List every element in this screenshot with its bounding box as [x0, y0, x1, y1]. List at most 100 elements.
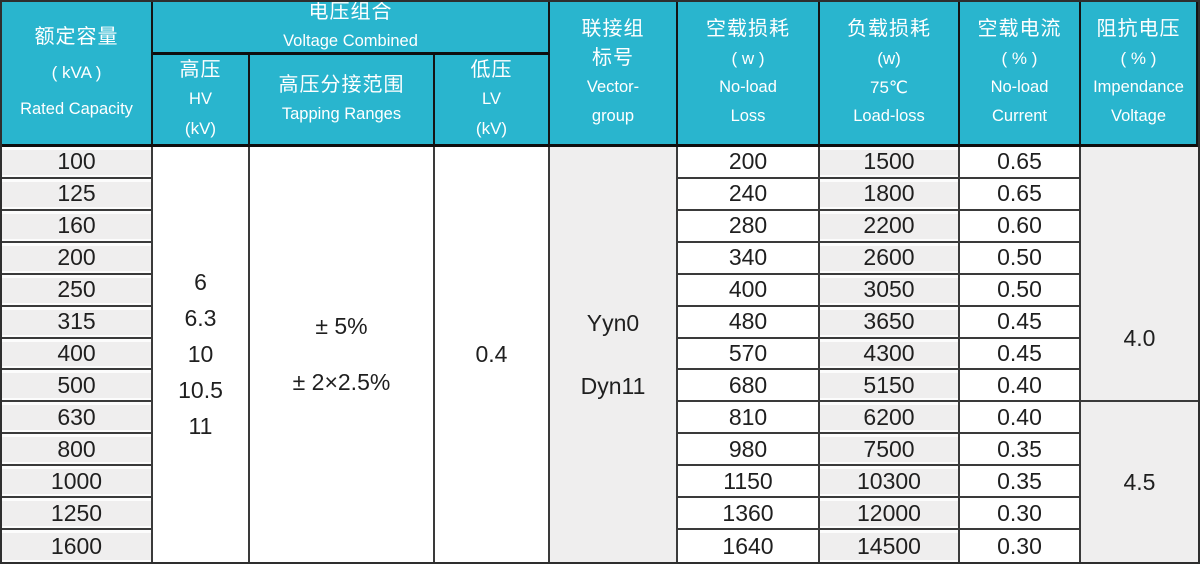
rated-capacity-zh: 额定容量: [34, 26, 119, 48]
load-loss-cell: 3050: [820, 274, 960, 307]
hv-zh: 高压: [179, 59, 222, 81]
no-load-loss-en2: Loss: [730, 107, 766, 125]
load-loss-cell: 10300: [820, 466, 960, 499]
no-load-loss-cell: 280: [678, 210, 820, 243]
vector-group-zh2: 标号: [592, 47, 634, 69]
rated-capacity-unit: ( kVA ): [51, 63, 102, 82]
impedance-cell-low: 4.5: [1081, 402, 1198, 562]
capacity-cell: 100: [2, 147, 153, 179]
vector-group-en2: group: [591, 107, 635, 125]
impedance-cell-high: 4.0: [1081, 147, 1198, 403]
load-loss-cell: 4300: [820, 338, 960, 371]
no-load-current-cell: 0.60: [960, 210, 1081, 243]
no-load-current-cell: 0.30: [960, 498, 1081, 531]
no-load-current-cell: 0.35: [960, 466, 1081, 499]
load-loss-cell: 3650: [820, 306, 960, 339]
capacity-cell: 1250: [2, 498, 153, 531]
hv-value: 6: [194, 269, 207, 296]
vector-group-zh1: 联接组: [581, 18, 645, 40]
no-load-current-cell: 0.35: [960, 434, 1081, 467]
no-load-loss-cell: 1360: [678, 498, 820, 531]
load-loss-cell: 6200: [820, 402, 960, 435]
no-load-loss-cell: 340: [678, 242, 820, 275]
no-load-loss-cell: 570: [678, 338, 820, 371]
hv-values-cell: 6 6.3 10 10.5 11: [153, 147, 250, 562]
tapping-value: ± 5%: [315, 313, 368, 340]
no-load-current-cell: 0.45: [960, 338, 1081, 371]
vector-group-cell: Yyn0 Dyn11: [550, 147, 678, 562]
load-loss-en: Load-loss: [853, 107, 925, 125]
impedance-value: 4.0: [1123, 325, 1156, 352]
load-loss-header: 负载损耗 (w) 75℃ Load-loss: [820, 2, 960, 147]
load-loss-cell: 1500: [820, 147, 960, 179]
no-load-current-zh: 空载电流: [977, 18, 1062, 40]
rated-capacity-header: 额定容量 ( kVA ) Rated Capacity: [2, 2, 153, 147]
impedance-value: 4.5: [1123, 468, 1156, 495]
tapping-ranges-header: 高压分接范围 Tapping Ranges: [250, 55, 435, 147]
no-load-current-cell: 0.30: [960, 530, 1081, 562]
load-loss-cell: 1800: [820, 178, 960, 211]
load-loss-cell: 2200: [820, 210, 960, 243]
capacity-cell: 1600: [2, 530, 153, 562]
no-load-loss-cell: 1150: [678, 466, 820, 499]
lv-value: 0.4: [475, 340, 508, 367]
voltage-combined-zh: 电压组合: [308, 2, 393, 23]
capacity-cell: 250: [2, 274, 153, 307]
load-loss-unit: (w): [877, 49, 901, 68]
load-loss-cell: 2600: [820, 242, 960, 275]
no-load-loss-zh: 空载损耗: [706, 18, 790, 40]
no-load-loss-cell: 200: [678, 147, 820, 179]
hv-en: HV: [189, 90, 212, 108]
no-load-loss-cell: 240: [678, 178, 820, 211]
load-loss-temp: 75℃: [869, 78, 908, 97]
load-loss-cell: 12000: [820, 498, 960, 531]
capacity-cell: 500: [2, 370, 153, 403]
tapping-values-cell: ± 5% ± 2×2.5%: [250, 147, 435, 562]
vector-group-en1: Vector-: [586, 78, 640, 96]
lv-header: 低压 LV (kV): [435, 55, 550, 147]
impedance-unit: ( % ): [1120, 49, 1157, 68]
hv-value: 6.3: [184, 305, 217, 332]
impedance-voltage-header: 阻抗电压 ( % ) Impendance Voltage: [1081, 2, 1198, 147]
impedance-en1: Impendance: [1093, 78, 1184, 96]
no-load-current-cell: 0.45: [960, 306, 1081, 339]
impedance-zh: 阻抗电压: [1096, 18, 1181, 40]
no-load-current-header: 空载电流 ( % ) No-load Current: [960, 2, 1081, 147]
capacity-cell: 125: [2, 178, 153, 211]
no-load-current-cell: 0.50: [960, 274, 1081, 307]
lv-value-cell: 0.4: [435, 147, 550, 562]
no-load-loss-en1: No-load: [719, 78, 777, 96]
hv-value: 11: [188, 413, 213, 440]
vector-group-value: Yyn0: [586, 309, 640, 336]
capacity-cell: 1000: [2, 466, 153, 499]
tapping-en: Tapping Ranges: [281, 104, 402, 123]
no-load-loss-cell: 980: [678, 434, 820, 467]
no-load-loss-cell: 810: [678, 402, 820, 435]
capacity-cell: 630: [2, 402, 153, 435]
capacity-cell: 400: [2, 338, 153, 371]
vector-group-value: Dyn11: [580, 372, 646, 399]
load-loss-cell: 14500: [820, 530, 960, 562]
load-loss-zh: 负载损耗: [847, 18, 931, 40]
no-load-current-en2: Current: [991, 107, 1048, 125]
no-load-current-cell: 0.40: [960, 370, 1081, 403]
capacity-cell: 160: [2, 210, 153, 243]
hv-value: 10.5: [178, 377, 223, 404]
no-load-loss-cell: 1640: [678, 530, 820, 562]
no-load-current-cell: 0.65: [960, 178, 1081, 211]
impedance-en2: Voltage: [1110, 107, 1167, 125]
voltage-combined-en: Voltage Combined: [283, 32, 418, 50]
rated-capacity-en: Rated Capacity: [20, 100, 133, 118]
hv-value: 10: [187, 341, 214, 368]
no-load-loss-cell: 680: [678, 370, 820, 403]
capacity-cell: 200: [2, 242, 153, 275]
no-load-loss-cell: 480: [678, 306, 820, 339]
vector-group-header: 联接组 标号 Vector- group: [550, 2, 678, 147]
hv-unit: (kV): [184, 119, 217, 138]
no-load-current-en1: No-load: [990, 78, 1049, 96]
no-load-loss-header: 空载损耗 ( w ) No-load Loss: [678, 2, 820, 147]
no-load-current-cell: 0.50: [960, 242, 1081, 275]
load-loss-cell: 5150: [820, 370, 960, 403]
no-load-loss-unit: ( w ): [731, 49, 765, 68]
